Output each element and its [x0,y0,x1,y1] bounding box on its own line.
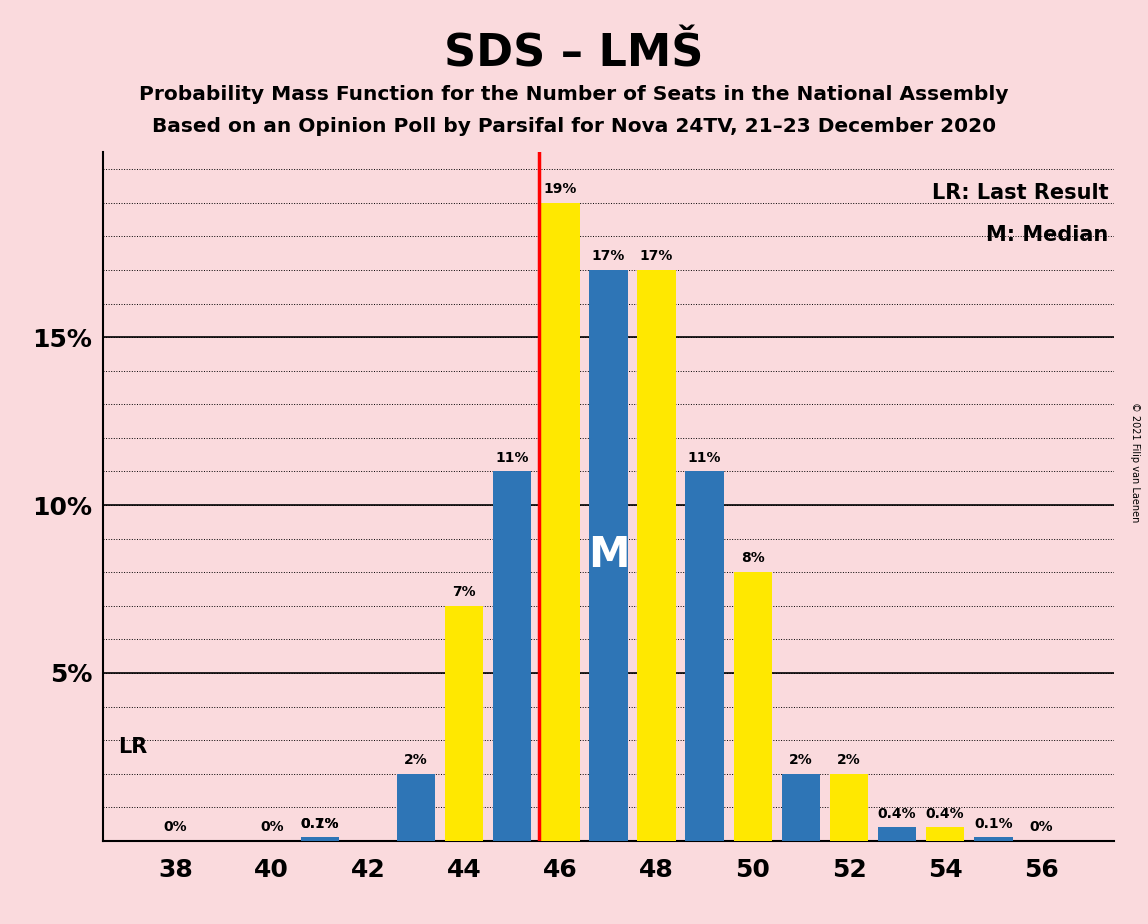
Bar [541,203,580,841]
Bar [637,270,676,841]
Text: Based on an Opinion Poll by Parsifal for Nova 24TV, 21–23 December 2020: Based on an Opinion Poll by Parsifal for… [152,117,996,137]
Text: 11%: 11% [496,451,529,465]
Text: 0.7%: 0.7% [301,817,339,831]
Bar [589,270,628,841]
Bar [878,827,916,841]
Bar [685,471,724,841]
Bar [734,572,771,841]
Text: 17%: 17% [639,249,673,263]
Text: 0.1%: 0.1% [974,817,1013,831]
Text: 2%: 2% [837,753,861,767]
Text: 0%: 0% [259,821,284,834]
Text: 0%: 0% [1030,821,1053,834]
Text: LR: Last Result: LR: Last Result [932,184,1109,203]
Text: 17%: 17% [591,249,626,263]
Text: 0%: 0% [164,821,187,834]
Text: 19%: 19% [544,182,577,196]
Bar [926,827,964,841]
Text: 0.4%: 0.4% [878,807,916,821]
Bar [445,606,483,841]
Text: © 2021 Filip van Laenen: © 2021 Filip van Laenen [1130,402,1140,522]
Text: Probability Mass Function for the Number of Seats in the National Assembly: Probability Mass Function for the Number… [139,85,1009,104]
Text: LR: LR [118,736,147,757]
Bar [397,773,435,841]
Text: 11%: 11% [688,451,721,465]
Bar [492,471,532,841]
Text: 2%: 2% [404,753,428,767]
Text: M: M [588,534,629,577]
Text: 8%: 8% [740,552,765,565]
Bar [974,837,1013,841]
Text: 0.1%: 0.1% [301,817,339,831]
Bar [301,837,339,841]
Text: M: Median: M: Median [986,225,1109,245]
Text: 0.4%: 0.4% [926,807,964,821]
Bar [830,773,868,841]
Text: 7%: 7% [452,585,476,599]
Text: 2%: 2% [789,753,813,767]
Text: SDS – LMŠ: SDS – LMŠ [444,32,704,76]
Bar [782,773,820,841]
